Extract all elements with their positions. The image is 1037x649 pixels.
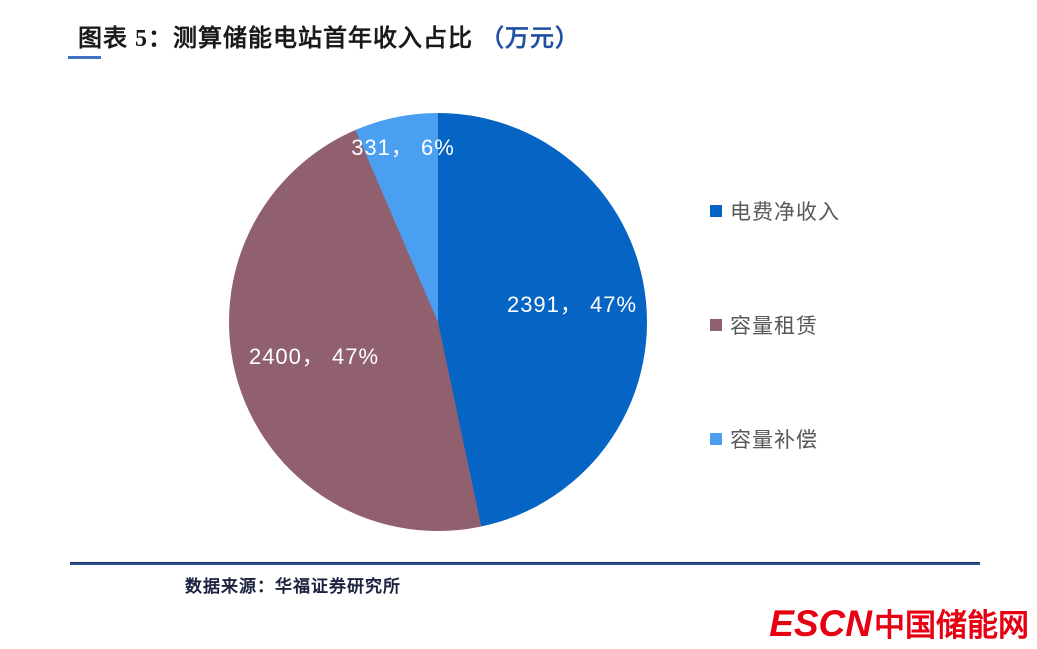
- legend-item-zulin: 容量租赁: [710, 310, 840, 340]
- legend-label-zulin: 容量租赁: [730, 315, 818, 338]
- escn-logo-chinese: 中国储能网: [874, 608, 1029, 643]
- legend-item-buchang: 容量补偿: [710, 424, 840, 454]
- data-source-text: 数据来源：华福证券研究所: [185, 577, 401, 596]
- bottom-divider-line: [70, 562, 980, 565]
- slice-label-dianfei: 2391， 47%: [506, 292, 638, 317]
- legend-marker-mauve-icon: [710, 319, 722, 331]
- figure-title-unit: （万元）: [480, 26, 580, 52]
- legend-label-buchang: 容量补偿: [730, 429, 818, 452]
- pie-chart: [229, 113, 647, 531]
- legend: 电费净收入 容量租赁 容量补偿: [710, 196, 840, 454]
- figure-title: 图表 5：测算储能电站首年收入占比 （万元）: [78, 18, 580, 53]
- legend-marker-blue-icon: [710, 205, 722, 217]
- slice-label-zulin: 2400， 47%: [248, 344, 380, 369]
- escn-logo-latin: ESCN: [769, 603, 872, 644]
- escn-logo: ESCN 中国储能网: [769, 600, 1029, 645]
- legend-marker-lightblue-icon: [710, 433, 722, 445]
- title-underline-dash: [68, 56, 101, 59]
- legend-label-dianfei: 电费净收入: [730, 201, 840, 224]
- legend-item-dianfei: 电费净收入: [710, 196, 840, 226]
- slice-label-buchang: 331， 6%: [351, 135, 455, 160]
- figure-title-text: 图表 5：测算储能电站首年收入占比: [78, 26, 473, 52]
